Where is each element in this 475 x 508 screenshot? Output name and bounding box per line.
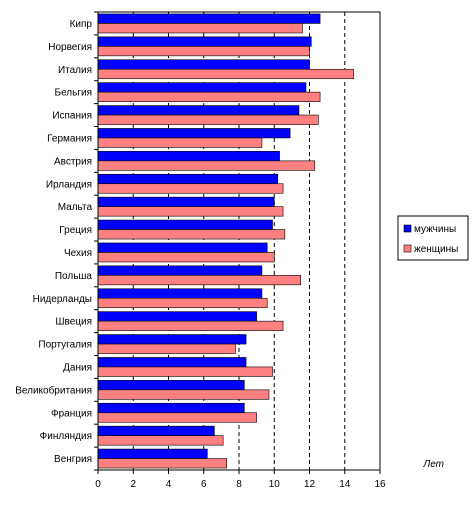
bar-women <box>97 114 319 125</box>
x-tick-label: 2 <box>130 479 136 490</box>
category-label: Португалия <box>38 340 92 351</box>
bar-women <box>97 343 236 354</box>
bar-men <box>97 265 263 276</box>
bar-men <box>97 380 245 391</box>
x-tick-label: 12 <box>304 479 316 490</box>
bar-men <box>97 448 208 459</box>
bar-men <box>97 105 300 116</box>
legend-swatch-women <box>403 244 412 253</box>
category-label: Кипр <box>70 19 93 30</box>
bar-women <box>97 435 224 446</box>
bar-women <box>97 389 270 400</box>
x-tick-label: 10 <box>269 479 281 490</box>
bar-women <box>97 23 303 34</box>
category-label: Австрия <box>54 156 92 167</box>
bar-women <box>97 160 316 171</box>
bar-women <box>97 68 354 80</box>
category-label: Франция <box>51 408 92 419</box>
bar-men <box>97 288 263 299</box>
category-label: Норвегия <box>48 42 92 53</box>
x-tick-label: 16 <box>374 479 386 490</box>
grid-lines <box>132 12 346 470</box>
x-tick-label: 8 <box>236 479 242 490</box>
category-label: Финляндия <box>40 431 92 442</box>
category-label: Нидерланды <box>33 294 92 305</box>
bar-men <box>97 82 307 93</box>
bar-men <box>97 151 280 162</box>
x-tick-label: 0 <box>95 479 101 490</box>
bar-women <box>97 252 275 263</box>
bar-men <box>97 402 245 414</box>
bar-women <box>97 183 284 194</box>
bar-women <box>97 412 257 423</box>
category-label: Испания <box>52 111 92 122</box>
category-label: Венгрия <box>54 454 92 465</box>
category-label: Италия <box>58 65 92 76</box>
legend-label-women: женщины <box>414 244 458 255</box>
plot-frame <box>97 11 381 471</box>
category-label: Ирландия <box>46 179 92 190</box>
x-tick-label: 6 <box>201 479 207 490</box>
category-label: Мальта <box>58 202 93 213</box>
bar-women <box>97 297 268 309</box>
category-label: Дания <box>63 362 92 373</box>
x-tick-labels: 0 2 4 6 8 10 12 14 16 <box>95 479 386 490</box>
legend-frame <box>397 215 469 261</box>
bar-women <box>97 137 263 148</box>
legend-swatch-men <box>403 224 412 233</box>
bar-men <box>97 219 273 230</box>
bar-men <box>97 357 247 368</box>
bar-women <box>97 229 286 240</box>
legend-label-men: мужчины <box>414 224 456 235</box>
category-label: Великобритания <box>15 384 92 396</box>
legend: мужчины женщины <box>397 215 469 261</box>
axes <box>94 11 381 474</box>
category-labels: Кипр Норвегия Италия Бельгия Испания Германия… <box>15 19 92 465</box>
bar-men <box>97 425 215 436</box>
bar-women <box>97 206 284 217</box>
bar-men <box>97 173 279 185</box>
category-label: Чехия <box>64 248 92 259</box>
bar-men <box>97 311 257 322</box>
bar-men <box>97 59 310 70</box>
x-tick-label: 14 <box>339 479 351 490</box>
category-label: Польша <box>55 271 93 282</box>
bar-women <box>97 458 227 469</box>
bar-women <box>97 275 301 286</box>
bar-men <box>97 334 247 345</box>
bar-women <box>97 320 284 331</box>
bar-men <box>97 13 321 24</box>
x-tick-label: 4 <box>166 479 172 490</box>
category-label: Греция <box>59 225 92 236</box>
category-label: Швеция <box>55 317 92 328</box>
bar-women <box>97 366 273 377</box>
bar-men <box>97 242 268 253</box>
bars <box>97 13 354 469</box>
category-label: Германия <box>47 133 92 144</box>
category-label: Бельгия <box>55 88 93 99</box>
bar-men <box>97 36 312 47</box>
bar-women <box>97 46 310 57</box>
bar-men <box>97 196 275 207</box>
bar-men <box>97 128 291 139</box>
x-axis-unit-label: Лет <box>422 459 444 470</box>
bar-women <box>97 91 321 102</box>
